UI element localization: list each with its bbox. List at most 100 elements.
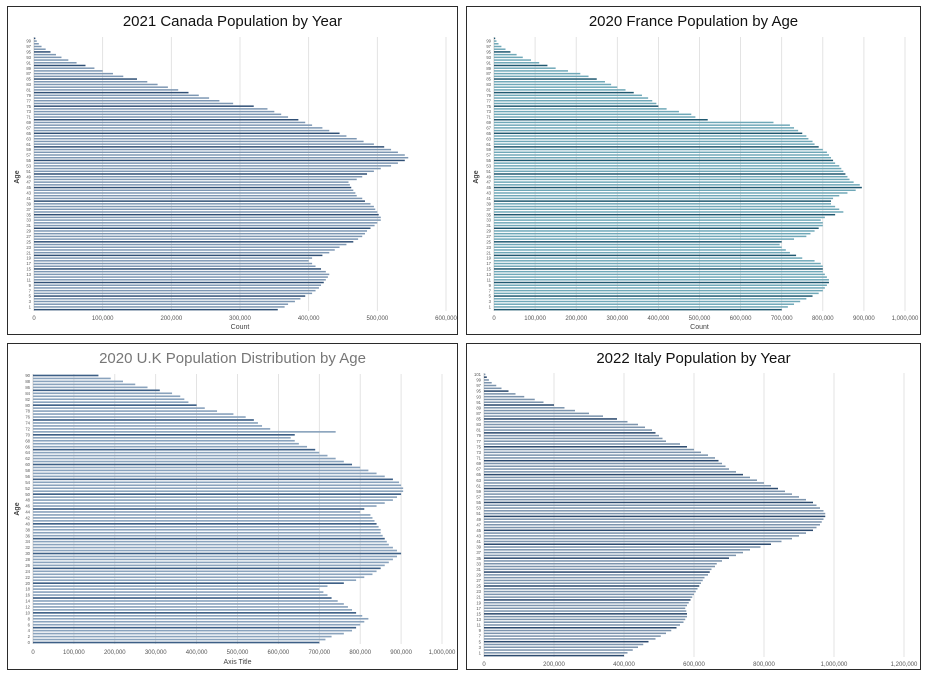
bar-age-54 xyxy=(34,162,398,164)
bar-age-97 xyxy=(34,45,42,48)
y-tick-label: 65 xyxy=(26,131,31,136)
y-tick-label: 34 xyxy=(25,539,30,544)
bar-age-66 xyxy=(484,471,736,473)
bar-age-65 xyxy=(494,132,803,135)
y-tick-label: 42 xyxy=(25,516,30,521)
y-tick-label: 15 xyxy=(486,267,491,272)
bar-age-91 xyxy=(494,62,540,64)
y-tick-label: 93 xyxy=(26,55,31,60)
bar-age-21 xyxy=(484,596,693,598)
bar-age-76 xyxy=(484,443,680,445)
bar-age-22 xyxy=(34,249,335,251)
bar-age-4 xyxy=(34,298,301,300)
bar-age-83 xyxy=(33,395,181,398)
bar-age-30 xyxy=(484,571,710,573)
bar-age-85 xyxy=(494,78,597,80)
bar-age-88 xyxy=(484,409,575,412)
y-tick-label: 76 xyxy=(25,415,30,420)
bar-age-70 xyxy=(33,434,295,436)
bar-age-36 xyxy=(484,554,736,557)
y-tick-label: 61 xyxy=(476,483,481,488)
bar-age-53 xyxy=(33,484,402,487)
bar-age-59 xyxy=(484,490,785,493)
bar-age-49 xyxy=(484,518,824,520)
y-tick-label: 97 xyxy=(486,44,491,49)
bar-age-11 xyxy=(484,624,680,626)
y-tick-label: 19 xyxy=(26,256,31,261)
y-tick-label: 7 xyxy=(479,634,482,639)
bar-age-55 xyxy=(33,478,393,481)
bar-age-6 xyxy=(34,292,313,295)
y-tick-label: 77 xyxy=(476,439,481,444)
bar-age-54 xyxy=(494,162,836,164)
bar-age-87 xyxy=(34,72,113,75)
bar-age-90 xyxy=(33,374,99,377)
uk-chart-panel: 2020 U.K Population Distribution by Age 0… xyxy=(7,343,458,670)
y-tick-label: 67 xyxy=(486,125,491,130)
y-tick-label: 81 xyxy=(476,428,481,433)
bar-age-72 xyxy=(484,454,708,456)
bar-age-17 xyxy=(34,262,313,265)
bar-age-71 xyxy=(34,116,289,118)
bar-age-4 xyxy=(33,629,353,632)
y-tick-label: 17 xyxy=(476,606,481,611)
bar-age-18 xyxy=(34,260,309,262)
x-tick-label: 200,000 xyxy=(543,662,565,668)
bar-age-15 xyxy=(484,613,687,615)
bar-age-80 xyxy=(34,91,189,94)
bar-age-26 xyxy=(494,238,795,240)
y-tick-label: 63 xyxy=(26,136,31,141)
chart-svg: 2022 Italy Population by Year 0 200,000 400… xyxy=(474,350,918,668)
bar-age-10 xyxy=(33,612,357,614)
bar-age-43 xyxy=(494,192,848,194)
bar-age-8 xyxy=(34,287,319,289)
bar-age-76 xyxy=(33,416,246,418)
bar-age-81 xyxy=(484,429,652,431)
y-tick-label: 29 xyxy=(486,229,491,234)
bar-age-18 xyxy=(494,260,815,262)
bar-age-44 xyxy=(34,189,354,192)
bar-age-87 xyxy=(494,72,581,75)
bar-age-46 xyxy=(34,184,350,186)
bar-age-73 xyxy=(33,425,263,427)
bar-age-75 xyxy=(484,446,687,448)
bar-age-85 xyxy=(484,418,617,420)
bar-age-25 xyxy=(34,241,354,243)
bar-age-9 xyxy=(494,284,827,286)
bar-age-14 xyxy=(484,615,687,618)
bar-age-50 xyxy=(494,173,846,175)
bar-age-84 xyxy=(33,392,173,395)
bar-age-90 xyxy=(34,64,86,67)
bar-age-48 xyxy=(484,521,822,523)
bar-age-13 xyxy=(34,273,330,276)
y-axis-label: Age xyxy=(14,170,21,183)
bar-age-46 xyxy=(484,526,817,529)
x-tick-label: 700,000 xyxy=(771,316,793,322)
x-tick-label: 0 xyxy=(32,316,36,322)
y-tick-label: 2 xyxy=(28,634,31,639)
bar-age-71 xyxy=(494,116,696,118)
y-tick-label: 62 xyxy=(25,456,30,461)
bar-age-27 xyxy=(33,561,389,564)
bar-age-61 xyxy=(34,143,374,145)
bar-age-69 xyxy=(494,121,774,124)
x-tick-label: 200,000 xyxy=(104,650,126,656)
y-tick-label: 43 xyxy=(26,191,31,196)
y-tick-label: 23 xyxy=(476,589,481,594)
y-tick-label: 65 xyxy=(486,131,491,136)
bar-age-86 xyxy=(484,415,603,417)
chart-svg: 2021 Canada Population by Year 0 100,000 20… xyxy=(14,13,457,331)
y-tick-label: 35 xyxy=(476,556,481,561)
y-axis-label: Age xyxy=(14,502,21,515)
bar-age-85 xyxy=(33,389,160,392)
bar-age-73 xyxy=(484,451,701,454)
y-tick-label: 29 xyxy=(476,572,481,577)
bar-age-60 xyxy=(33,463,353,466)
bar-age-35 xyxy=(494,213,836,216)
bar-age-2 xyxy=(34,303,289,305)
y-tick-label: 33 xyxy=(476,561,481,566)
bar-age-99 xyxy=(34,40,37,42)
bar-age-15 xyxy=(33,597,332,599)
bar-age-21 xyxy=(34,251,330,254)
x-tick-label: 900,000 xyxy=(390,650,412,656)
